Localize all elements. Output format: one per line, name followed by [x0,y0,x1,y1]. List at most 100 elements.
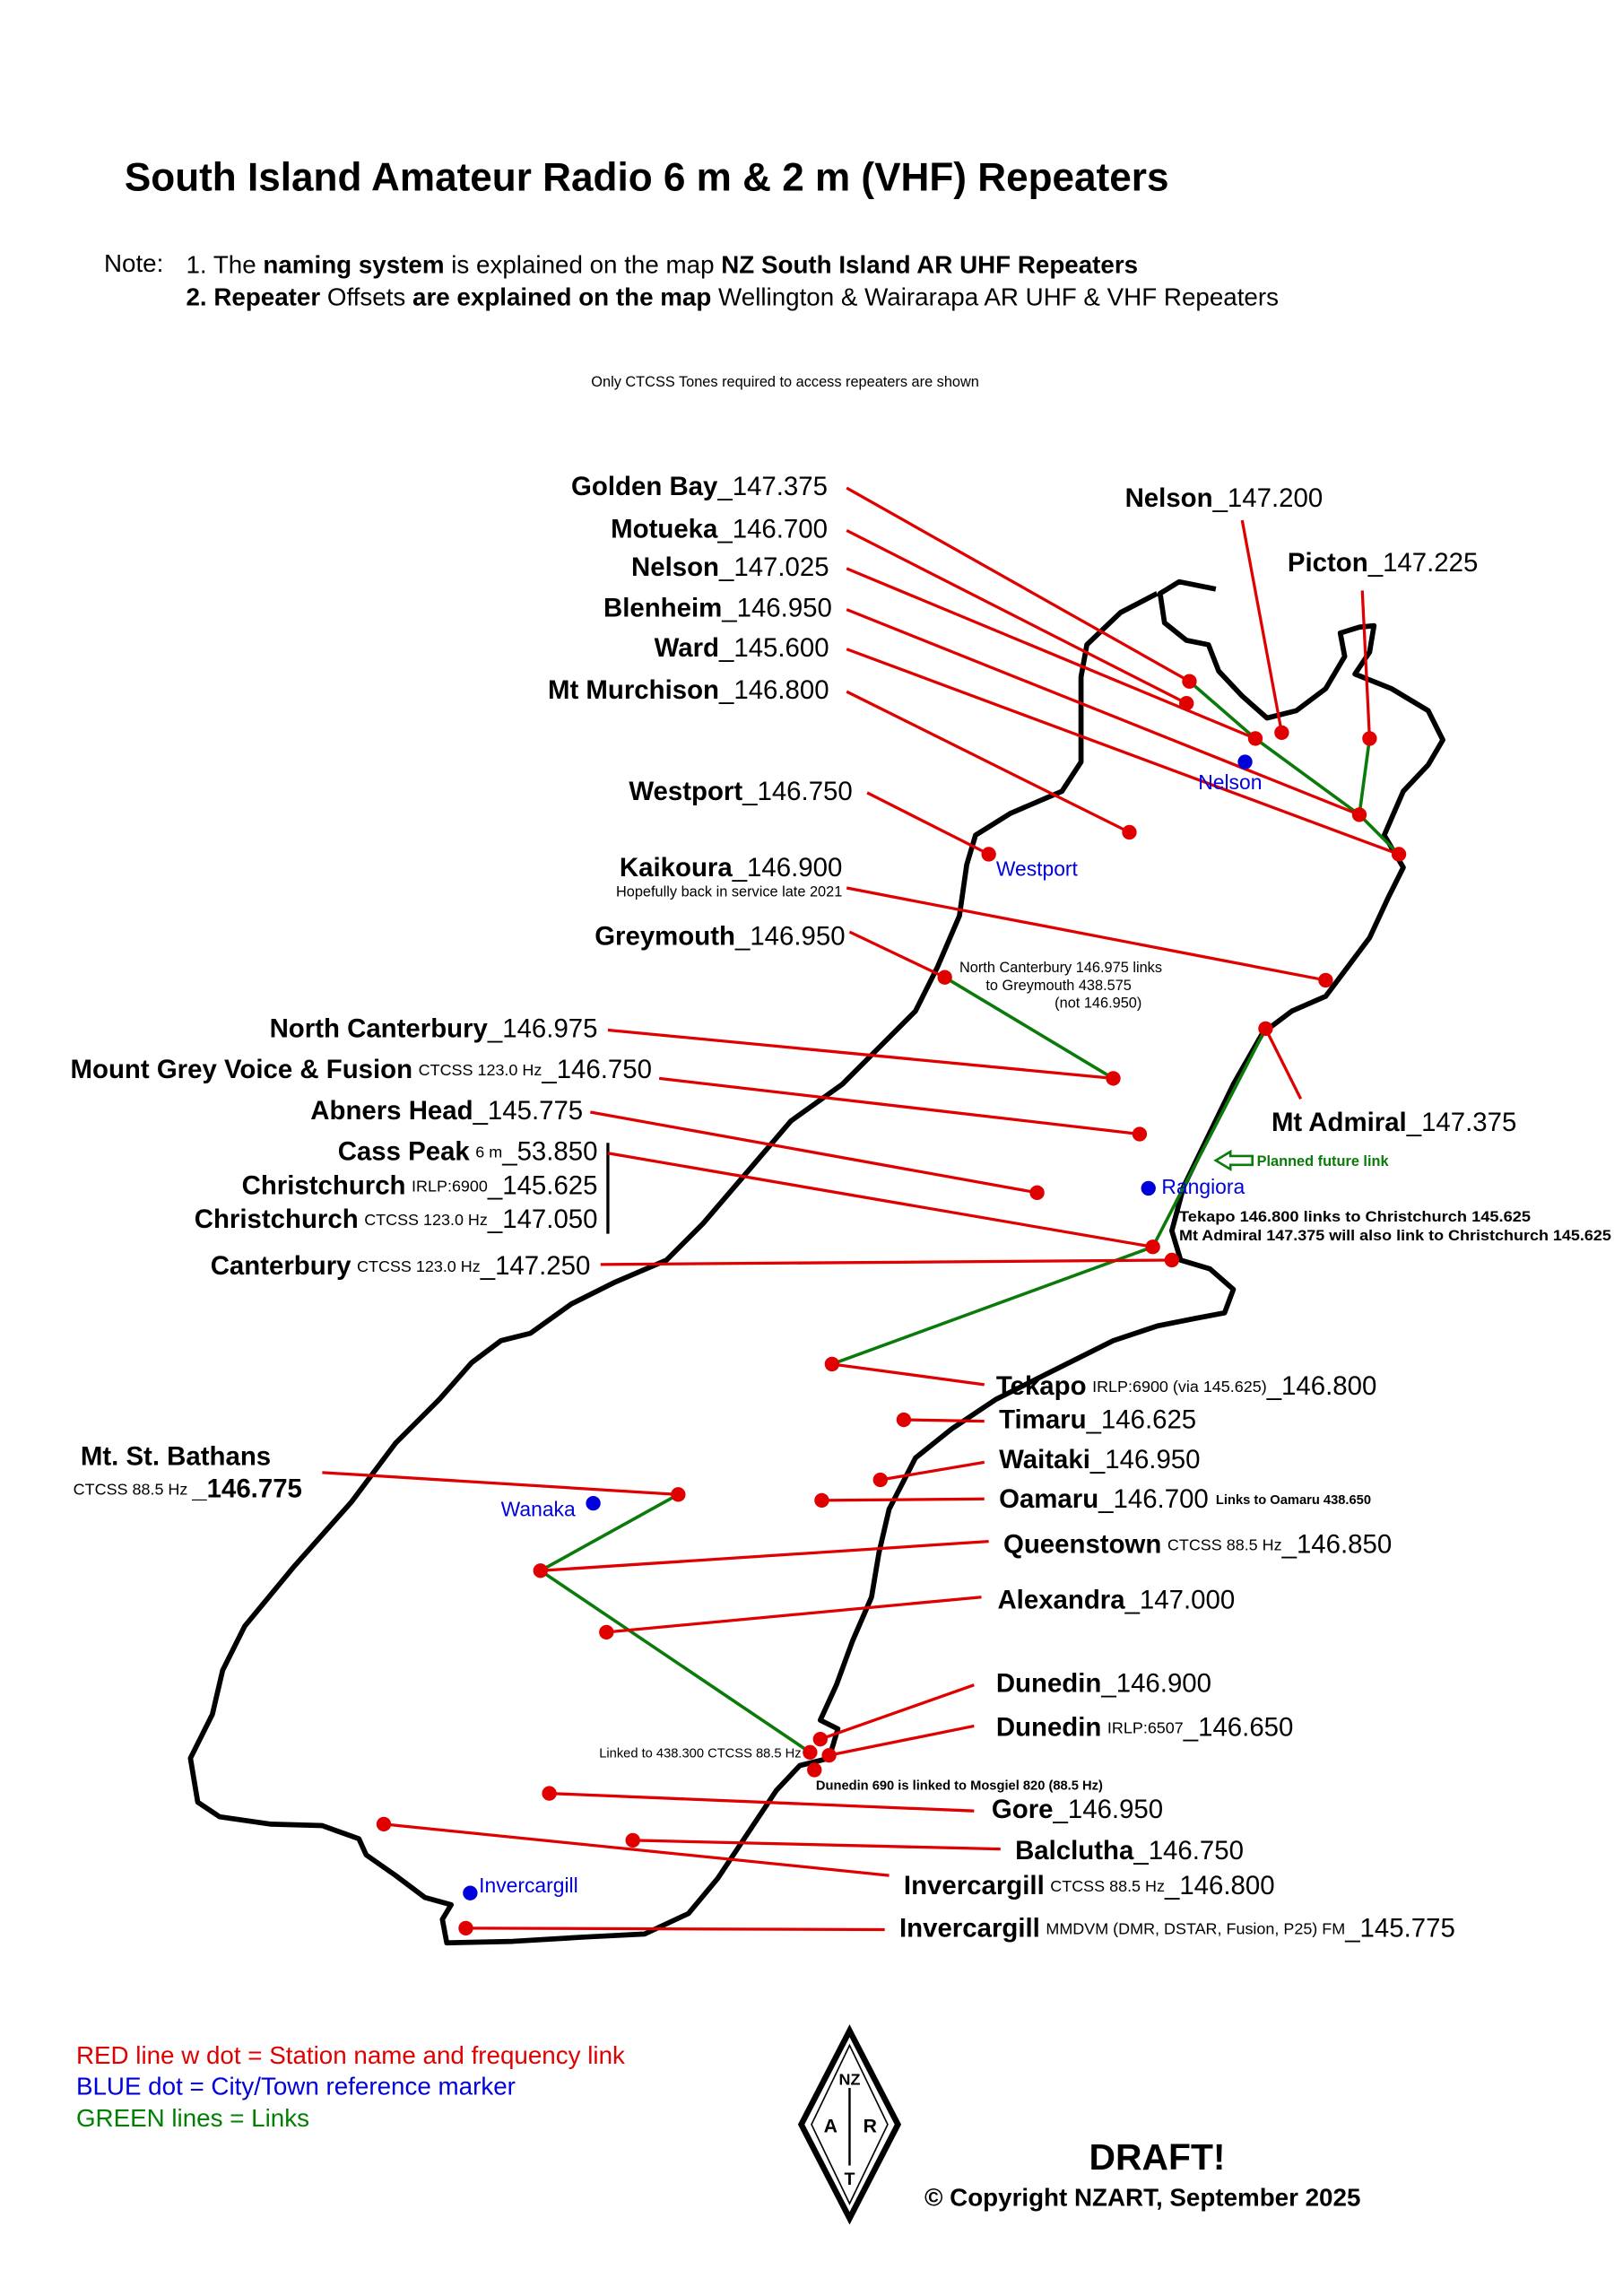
legend-entry: BLUE dot = City/Town reference marker [76,2072,516,2100]
station-name: Mt Admiral [1271,1108,1407,1137]
station-freq: _146.700 [1098,1484,1209,1514]
station-detail: MMDVM (DMR, DSTAR, Fusion, P25) FM [1046,1919,1345,1937]
link-line [1188,680,1401,856]
station-dot [376,1816,392,1832]
station-name: Mt. St. Bathans [81,1441,271,1471]
station-link-line [846,690,1131,834]
station-label: Queenstown CTCSS 88.5 Hz_146.850 [1003,1529,1392,1559]
station-label: Balclutha_146.750 [1015,1836,1244,1866]
station-label: Nelson_147.025 [631,552,829,582]
station-freq: _147.375 [1406,1108,1517,1137]
station-label: Canterbury CTCSS 123.0 Hz_147.250 [211,1251,591,1281]
link-line [537,1492,812,1754]
station-name: Blenheim [603,593,722,622]
station-label: Abners Head_145.775 [310,1096,583,1126]
station-freq: _146.700 [716,514,828,544]
station-label: Invercargill MMDVM (DMR, DSTAR, Fusion, P… [899,1913,1455,1943]
town-label: Rangiora [1161,1175,1245,1198]
station-link-line [607,1152,1153,1248]
draft-label: DRAFT! [1089,2136,1226,2178]
station-link-line [831,1362,985,1387]
station-link-line [540,1539,989,1572]
note-part: naming system [263,251,444,279]
station-dot [812,1731,828,1747]
station-detail: IRLP:6900 [412,1177,488,1195]
station-freq: _145.775 [1344,1913,1455,1943]
station-dot [821,1747,837,1763]
station-label: Cass Peak 6 m_53.850 [338,1136,598,1166]
station-dot [981,847,996,862]
station-dot [896,1412,912,1428]
note-part: NZ South Island AR UHF Repeaters [721,251,1138,279]
station-dot [599,1624,614,1640]
station-label: Motueka_146.700 [611,514,828,544]
station-name: Motueka [611,514,718,544]
station-dot [937,970,952,985]
station-name: Invercargill [899,1913,1040,1943]
station-link-line [866,791,990,856]
station-name: Christchurch [195,1205,359,1234]
station-dot [625,1832,640,1848]
note-part: Offsets [320,283,412,311]
station-note: Links to Oamaru 438.650 [1216,1493,1371,1508]
station-dot [1362,731,1377,746]
station-label: Ward_145.600 [655,633,829,663]
title: South Island Amateur Radio 6 m & 2 m (VH… [125,156,1169,200]
station-link-line [1360,590,1372,739]
station-label: Dunedin_146.900 [996,1668,1211,1698]
station-freq: _147.375 [716,472,828,501]
station-name: Dunedin [996,1712,1102,1742]
station-label: Mount Grey Voice & Fusion CTCSS 123.0 Hz_… [71,1055,652,1084]
station-name: Alexandra [997,1585,1125,1614]
map-note: Tekapo 146.800 links to Christchurch 145… [1179,1209,1531,1225]
town-dot [1237,754,1253,770]
station-detail: CTCSS 88.5 Hz [1167,1535,1282,1553]
station-detail: IRLP:6507 [1107,1718,1184,1736]
station-name: North Canterbury [270,1013,489,1043]
station-name: Nelson [1125,483,1213,513]
station-dot [803,1744,818,1761]
link-line [1358,738,1372,815]
map-note: Linked to 438.300 CTCSS 88.5 Hz [599,1746,801,1761]
station-freq: _146.775 [191,1474,302,1503]
station-label: Mt Murchison_146.800 [548,675,829,705]
station-label: Golden Bay_147.375 [571,472,828,501]
station-dot [458,1920,473,1936]
station-dot [1258,1021,1273,1037]
station-freq: _146.800 [718,675,829,705]
south-island-outline [187,578,1445,1946]
logo-text: A [824,2117,838,2137]
nzart-logo: NZ A R T [797,2024,902,2225]
station-freq: _146.750 [541,1055,652,1084]
station-label: Westport_146.750 [629,777,852,806]
station-dot [671,1487,686,1502]
station-name: Greymouth [595,921,735,951]
note-part: is explained on the map [445,251,722,279]
station-link-line [903,1418,985,1423]
station-freq: _147.000 [1124,1585,1236,1614]
station-link-line [846,567,1256,740]
station-link-line [846,608,1360,816]
station-link-line [549,1791,975,1813]
station-link-line [820,1683,975,1741]
station-link-line [465,1926,885,1932]
station-freq: _53.850 [501,1136,597,1166]
station-label: Dunedin IRLP:6507_146.650 [996,1712,1294,1742]
station-freq: _146.800 [1266,1371,1377,1401]
station-name: Waitaki [999,1445,1090,1474]
station-freq: _147.200 [1212,483,1324,513]
legend-entry: GREEN lines = Links [76,2104,309,2132]
station-name: Oamaru [999,1484,1098,1514]
logo-text: T [844,2170,855,2189]
station-name: Mt Murchison [548,675,719,705]
station-dot [533,1563,548,1578]
station-freq: _146.950 [734,921,846,951]
note-line: 1. The naming system is explained on the… [186,251,1138,279]
town-label: Westport [996,857,1079,880]
station-name: Gore [992,1795,1054,1824]
station-freq: _145.600 [718,633,829,663]
station-freq: _146.625 [1086,1405,1197,1434]
station-detail: CTCSS 88.5 Hz [1050,1877,1165,1895]
link-line [943,976,1115,1080]
